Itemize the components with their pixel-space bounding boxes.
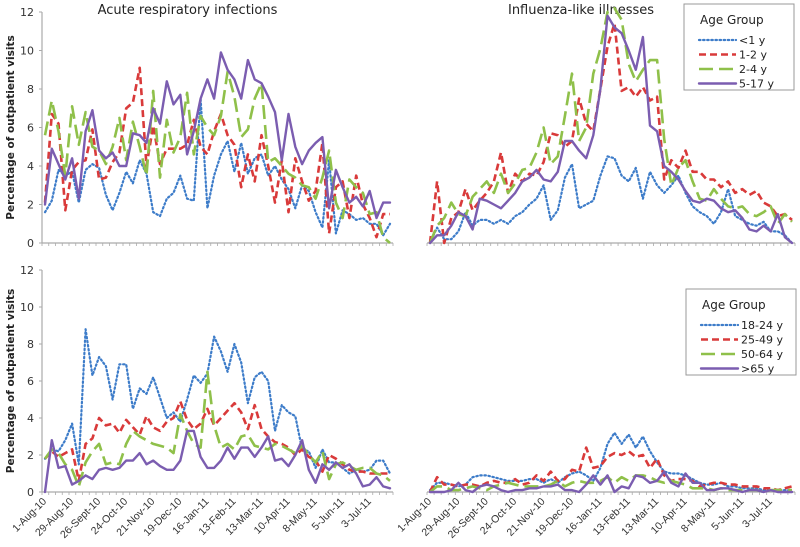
y-tick-label: 8 [27,338,34,351]
y-tick-label: 6 [27,375,34,388]
series-line--65-y [43,429,392,494]
legend-label: 1-2 y [739,49,767,62]
y-tick-label: 12 [20,6,34,19]
series-line-18-24-y [428,431,794,492]
y-tick-label: 4 [27,412,34,425]
series-line-5-17-y [43,51,392,220]
y-tick-label: 0 [27,237,34,250]
series-line-5-17-y [428,14,794,245]
legend-label: 50-64 y [741,348,783,361]
y-tick-label: 4 [27,160,34,173]
y-tick-label: 0 [27,486,34,499]
legend-label: 25-49 y [741,334,783,347]
series-line-18-24-y [43,328,392,475]
legend-title: Age Group [700,13,764,27]
y-tick-label: 2 [27,199,34,212]
panel-title: Influenza-like illnesses [508,3,654,18]
legend-label: <1 y [739,34,766,47]
x-tick-label: 3-Jul-11 [740,496,775,531]
panel-bottom-right: 1-Aug-1029-Aug-1026-Sept-1024-Oct-1021-N… [395,288,797,541]
legend-label: 18-24 y [741,319,783,332]
panel-top-left: 0 2 4 6 8 10 12 Percentage of outpatient visits… [5,3,394,250]
series-line-2-4-y [428,6,793,244]
panel-top-right: Influenza-like illnesses Age Group <1 y 1-2… [426,3,796,246]
y-tick-label: 10 [20,45,34,58]
y-axis-label: Percentage of outpatient visits [5,289,17,473]
y-axis-label: Percentage of outpatient visits [5,35,17,219]
y-tick-label: 6 [27,122,34,135]
legend: Age Group <1 y 1-2 y2-4 y 5-17 y [683,3,795,91]
y-tick-label: 8 [27,83,34,96]
legend-box [683,3,795,91]
y-tick-label: 10 [20,301,34,314]
legend-title: Age Group [702,298,766,312]
series-line-1-2-y [43,66,390,239]
series-line-25-49-y [428,446,793,493]
legend: Age Group 18-24 y 25-49 y50-64 y >65 y [685,288,797,376]
legend-label: 5-17 y [739,78,774,91]
legend-box [685,288,797,376]
series-line--1-y [428,155,794,245]
series-line-50-64-y [43,370,391,488]
series-line-1-2-y [428,22,793,245]
y-tick-label: 12 [20,264,34,277]
series-line--1-y [43,97,392,237]
y-tick-label: 2 [27,449,34,462]
panel-title: Acute respiratory infections [98,3,278,18]
series-line-25-49-y [44,400,390,483]
x-tick-label: 3-Jul-11 [339,496,374,531]
legend-label: >65 y [741,363,775,376]
series-line--65-y [428,470,794,494]
series-line-2-4-y [43,70,391,244]
legend-label: 2-4 y [739,63,767,76]
